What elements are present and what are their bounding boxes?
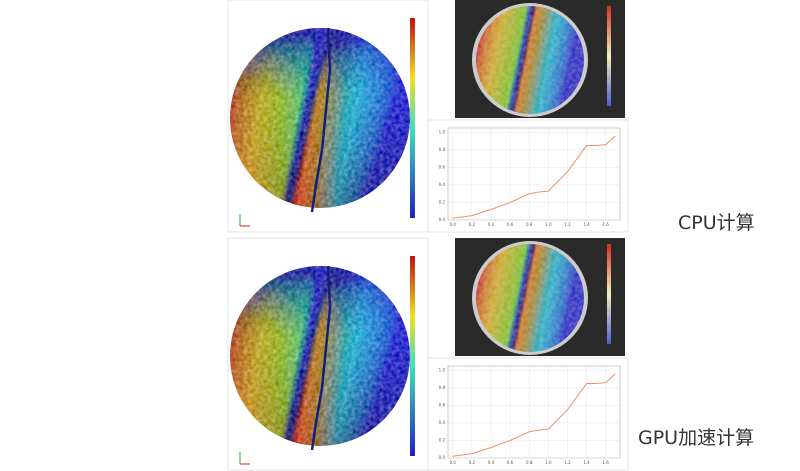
x-tick-label: 1.2 bbox=[564, 460, 571, 465]
y-tick-label: 0.8 bbox=[439, 385, 446, 390]
y-tick-label: 0.8 bbox=[439, 147, 446, 152]
x-tick-label: 0.0 bbox=[450, 460, 457, 465]
x-tick-label: 0.8 bbox=[526, 222, 533, 227]
cpu-panel bbox=[228, 0, 628, 232]
y-tick-label: 0.4 bbox=[439, 420, 446, 425]
x-tick-label: 0.6 bbox=[507, 460, 514, 465]
y-tick-label: 0.4 bbox=[439, 182, 446, 187]
y-tick-label: 1.0 bbox=[439, 129, 446, 134]
x-tick-label: 0.8 bbox=[526, 460, 533, 465]
cpu-label: CPU计算 bbox=[678, 212, 755, 234]
y-tick-label: 0.6 bbox=[439, 402, 446, 407]
x-tick-label: 1.6 bbox=[602, 460, 609, 465]
y-tick-label: 1.0 bbox=[439, 367, 446, 372]
y-tick-label: 0.2 bbox=[439, 437, 446, 442]
x-tick-label: 0.4 bbox=[488, 222, 495, 227]
x-tick-label: 0.2 bbox=[469, 222, 476, 227]
y-tick-label: 0.6 bbox=[439, 164, 446, 169]
x-tick-label: 0.0 bbox=[450, 222, 457, 227]
x-tick-label: 1.0 bbox=[545, 460, 552, 465]
y-tick-label: 0.0 bbox=[439, 217, 446, 222]
x-tick-label: 1.4 bbox=[583, 222, 590, 227]
x-tick-label: 0.2 bbox=[469, 460, 476, 465]
x-tick-label: 1.4 bbox=[583, 460, 590, 465]
line-series bbox=[452, 373, 616, 457]
y-tick-label: 0.2 bbox=[439, 199, 446, 204]
y-tick-label: 0.0 bbox=[439, 455, 446, 460]
x-tick-label: 1.2 bbox=[564, 222, 571, 227]
line-series bbox=[452, 135, 616, 219]
gpu-panel bbox=[228, 238, 628, 470]
x-tick-label: 1.0 bbox=[545, 222, 552, 227]
x-tick-label: 0.4 bbox=[488, 460, 495, 465]
x-tick-label: 0.6 bbox=[507, 222, 514, 227]
gpu-label: GPU加速计算 bbox=[638, 427, 754, 449]
x-tick-label: 1.6 bbox=[602, 222, 609, 227]
